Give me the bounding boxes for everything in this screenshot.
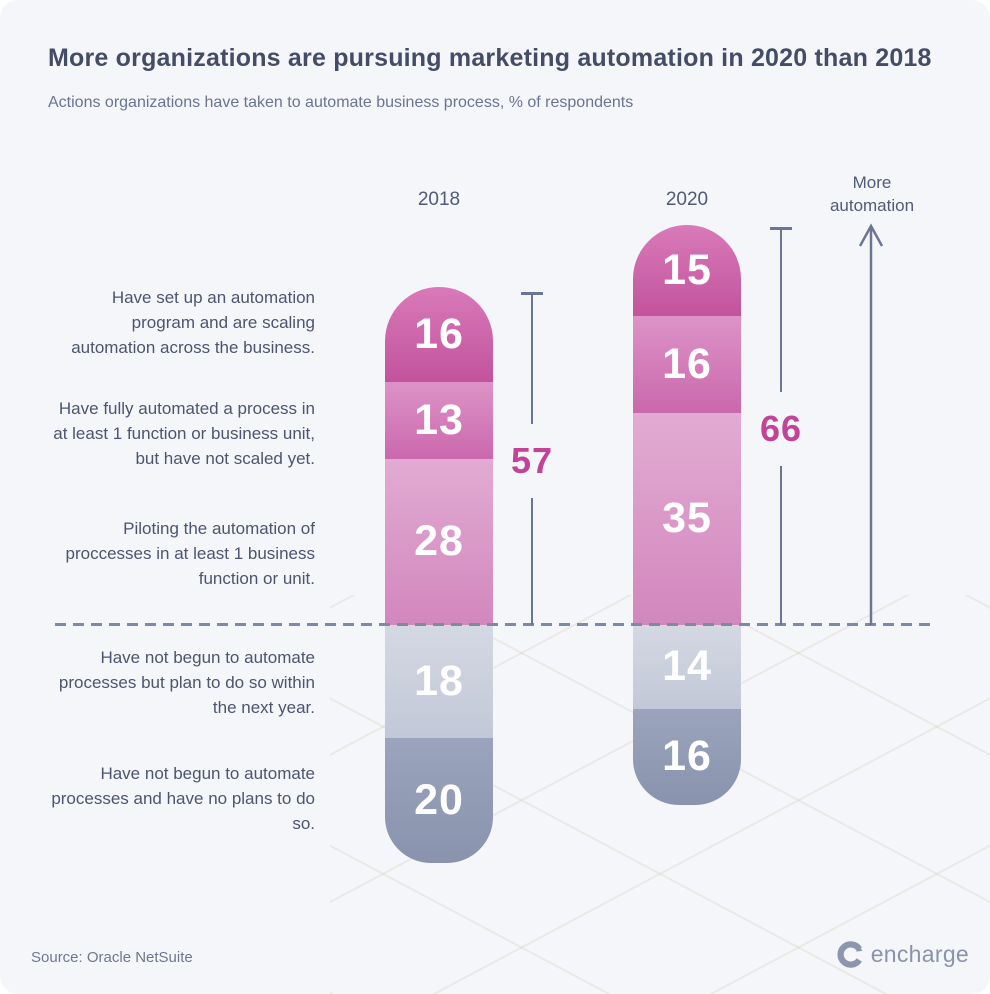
category-label-line: processes but plan to do so within: [58, 672, 315, 692]
segment-value: 18: [414, 656, 464, 705]
category-label-line: Piloting the automation of: [123, 518, 315, 538]
bracket-line: [530, 498, 534, 625]
category-label-line: so.: [292, 813, 315, 833]
bar-2018-segment-3: 28: [385, 458, 493, 625]
bracket-2020: 66: [749, 227, 813, 625]
category-label-1: Have set up an automation program and are…: [35, 285, 315, 360]
category-label-line: automation across the business.: [71, 337, 315, 357]
bar-2020-segment-3: 35: [633, 412, 741, 625]
bracket-line: [530, 295, 534, 424]
category-label-line: but have not scaled yet.: [135, 448, 315, 468]
category-label-line: Have not begun to automate: [100, 647, 315, 667]
automation-threshold-divider: [55, 623, 935, 626]
category-label-line: Have set up an automation: [111, 287, 315, 307]
category-label-line: function or unit.: [198, 568, 315, 588]
category-label-line: the next year.: [212, 697, 315, 717]
bar-2018-segment-2: 13: [385, 381, 493, 459]
column-header-2018: 2018: [417, 189, 461, 210]
category-label-line: at least 1 function or business unit,: [53, 423, 315, 443]
total-automated-2018: 57: [510, 440, 554, 481]
segment-value: 20: [414, 775, 464, 824]
bar-2020-segment-2: 16: [633, 315, 741, 413]
segment-value: 15: [662, 245, 712, 294]
segment-value: 35: [662, 494, 712, 543]
bar-2020: 15 16 35 14 16: [633, 225, 741, 805]
page-subtitle: Actions organizations have taken to auto…: [48, 94, 634, 111]
bracket-2018: 57: [500, 292, 564, 625]
bracket-cap: [770, 227, 792, 230]
bar-2020-segment-1: 15: [633, 225, 741, 316]
bar-2018-segment-1: 16: [385, 287, 493, 382]
segment-value: 16: [414, 309, 464, 358]
category-label-5: Have not begun to automate processes and …: [35, 761, 315, 836]
segment-value: 16: [662, 339, 712, 388]
segment-value: 16: [662, 732, 712, 781]
segment-value: 28: [414, 517, 464, 566]
bracket-line: [779, 230, 783, 392]
brand-logo: encharge: [837, 941, 969, 968]
more-automation-label: More automation: [818, 171, 926, 217]
category-label-line: processes and have no plans to do: [51, 788, 315, 808]
up-arrow-icon: [857, 222, 885, 631]
more-automation-line: automation: [829, 196, 915, 215]
bar-2018: 16 13 28 18 20: [385, 287, 493, 863]
encharge-logo-icon: [837, 941, 864, 968]
bar-2020-segment-5: 16: [633, 708, 741, 805]
source-note: Source: Oracle NetSuite: [31, 949, 193, 966]
category-label-4: Have not begun to automate processes but …: [35, 645, 315, 720]
category-label-line: Have not begun to automate: [100, 763, 315, 783]
bar-2018-segment-4: 18: [385, 624, 493, 738]
bar-2018-segment-5: 20: [385, 737, 493, 863]
category-label-line: program and are scaling: [131, 312, 315, 332]
bracket-cap: [521, 292, 543, 295]
segment-value: 14: [662, 642, 712, 691]
column-header-2020: 2020: [665, 189, 709, 210]
bar-2020-segment-4: 14: [633, 624, 741, 709]
bracket-line: [779, 466, 783, 625]
brand-name: encharge: [870, 941, 969, 967]
category-label-line: proccesses in at least 1 business: [65, 543, 315, 563]
page-title: More organizations are pursuing marketin…: [48, 44, 932, 72]
category-label-3: Piloting the automation of proccesses in …: [35, 516, 315, 591]
total-automated-2020: 66: [759, 408, 803, 449]
segment-value: 13: [414, 395, 464, 444]
more-automation-line: More: [852, 173, 892, 192]
category-label-line: Have fully automated a process in: [58, 398, 315, 418]
category-label-2: Have fully automated a process in at leas…: [35, 396, 315, 471]
